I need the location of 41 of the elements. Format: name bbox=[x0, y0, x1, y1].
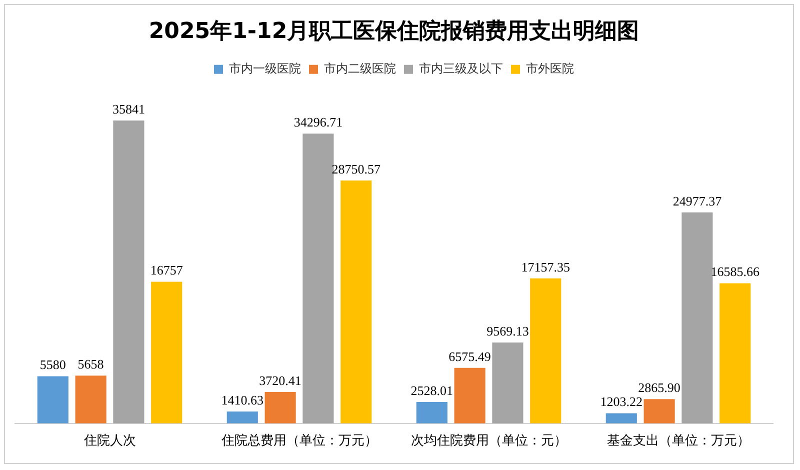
data-label: 5580 bbox=[40, 357, 66, 372]
bar bbox=[454, 368, 486, 424]
data-label: 17157.35 bbox=[521, 259, 570, 274]
legend-label: 市内三级及以下 bbox=[419, 62, 503, 76]
legend-label: 市外医院 bbox=[526, 62, 574, 76]
bar bbox=[75, 376, 106, 424]
bar bbox=[530, 278, 562, 424]
data-label: 28750.57 bbox=[332, 161, 381, 176]
bar bbox=[340, 180, 372, 424]
data-label: 35841 bbox=[112, 101, 145, 116]
x-tick-label: 次均住院费用（单位：元） bbox=[410, 434, 567, 449]
x-tick-label: 基金支出（单位：万元） bbox=[606, 434, 750, 449]
bar bbox=[682, 212, 713, 424]
data-label: 2528.01 bbox=[410, 382, 454, 398]
data-label: 5658 bbox=[78, 356, 104, 372]
data-label: 1410.63 bbox=[221, 392, 264, 408]
data-label: 1203.22 bbox=[600, 394, 643, 410]
data-label: 2865.90 bbox=[638, 380, 680, 396]
bar bbox=[644, 399, 675, 424]
data-label: 6575.49 bbox=[448, 348, 491, 364]
data-label: 34296.71 bbox=[294, 114, 343, 130]
bar bbox=[606, 413, 637, 424]
bar bbox=[302, 134, 334, 424]
chart-title: 2025年1-12月职工医保住院报销费用支出明细图 bbox=[148, 18, 640, 44]
data-label: 3720.41 bbox=[259, 372, 302, 388]
legend-label: 市内二级医院 bbox=[324, 62, 396, 76]
data-label: 24977.37 bbox=[672, 193, 722, 208]
data-label: 9569.13 bbox=[486, 323, 529, 338]
bar bbox=[720, 283, 751, 424]
bar bbox=[37, 376, 68, 424]
bar bbox=[492, 342, 524, 424]
bar bbox=[151, 282, 182, 424]
data-label: 16585.66 bbox=[710, 264, 760, 280]
bar bbox=[113, 120, 144, 424]
data-label: 16757 bbox=[150, 262, 184, 278]
bar bbox=[264, 392, 296, 424]
x-tick-label: 住院总费用（单位：万元） bbox=[220, 434, 378, 449]
x-tick-label: 住院人次 bbox=[82, 434, 136, 449]
legend-label: 市内一级医院 bbox=[229, 62, 301, 76]
bar bbox=[226, 411, 258, 424]
bar bbox=[416, 402, 448, 424]
